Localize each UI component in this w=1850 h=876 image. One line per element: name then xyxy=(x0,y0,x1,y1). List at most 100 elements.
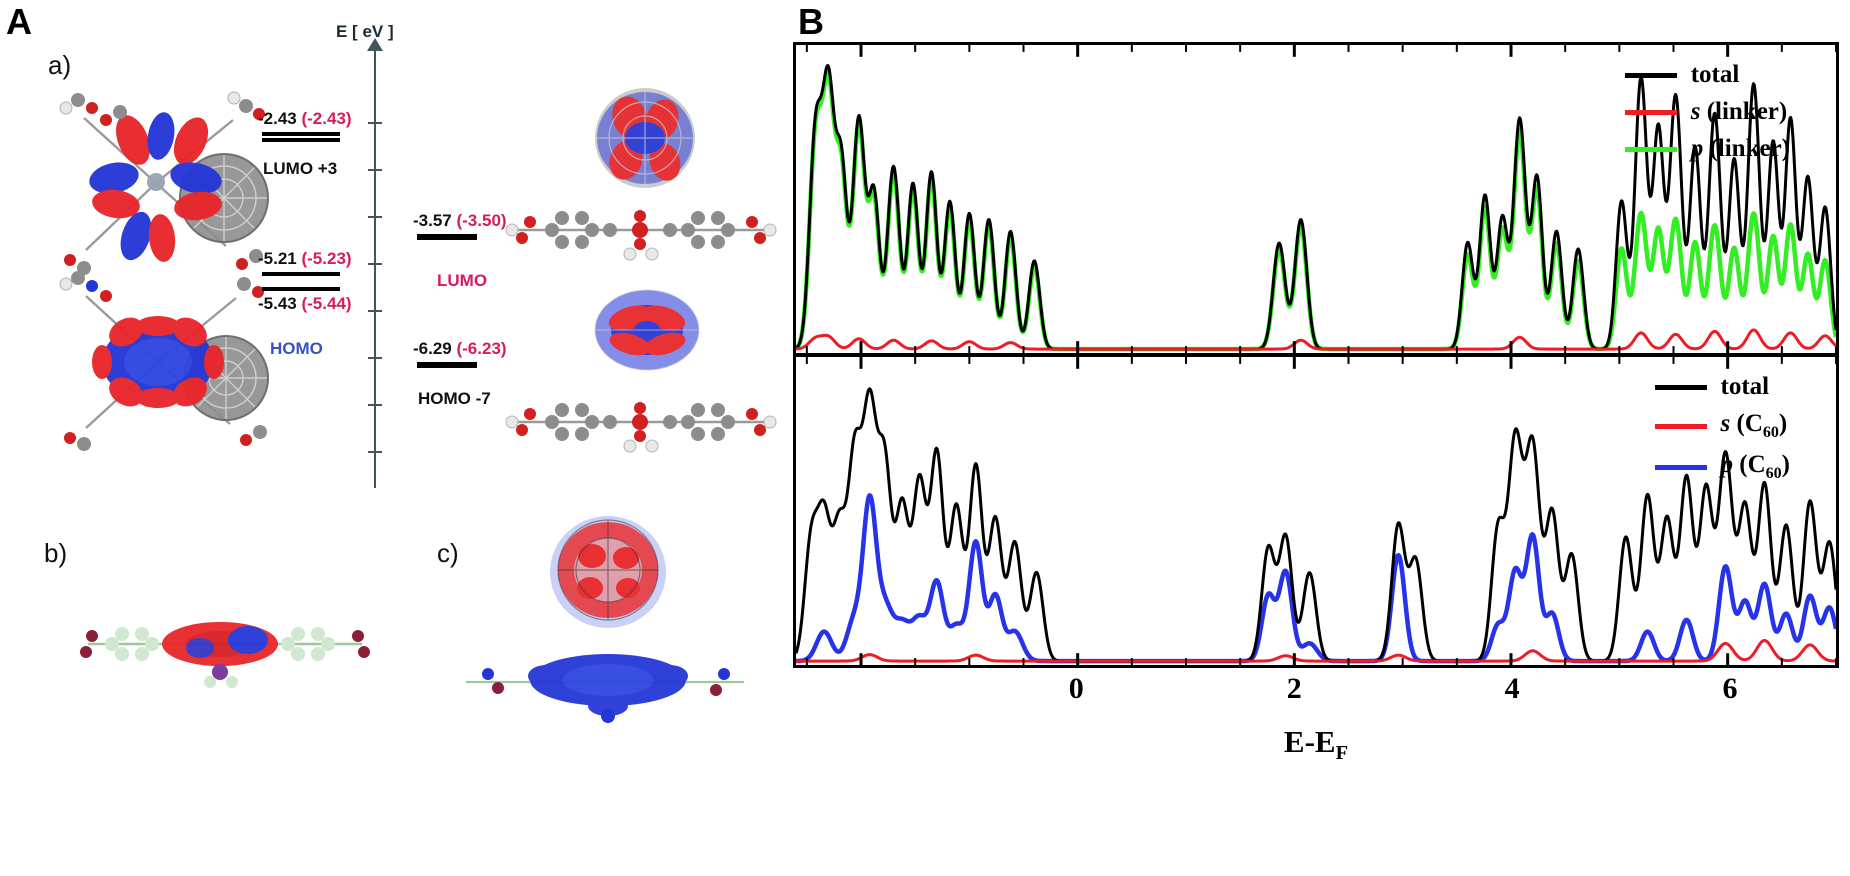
molecule-image-linker-lumo xyxy=(490,196,790,266)
energy-level-5-43: -5.43 (-5.44) xyxy=(258,287,398,314)
energy-value-main: -6.29 xyxy=(413,339,452,358)
legend-orbital-symbol-p: p xyxy=(1720,451,1734,478)
energy-level-bar xyxy=(262,137,340,142)
dos-plot-container: total s (linker) p (linker) xyxy=(793,42,1839,832)
orbital-image-subpanel-b xyxy=(60,588,390,698)
energy-axis-tick xyxy=(368,122,382,124)
energy-axis-title: E [ eV ] xyxy=(336,22,394,41)
dos-legend-c60: total s (C60) p (C60) xyxy=(1654,373,1790,492)
legend-item: p (linker) xyxy=(1624,135,1790,163)
x-tick-label-0: 0 xyxy=(1068,672,1084,705)
energy-level-3-57: -3.57 (-3.50) xyxy=(413,211,563,240)
energy-value-main: -5.43 xyxy=(258,294,297,313)
legend-orbital-symbol-s: s xyxy=(1720,410,1731,437)
dos-series-total xyxy=(796,65,1836,349)
orbital-image-homo7-cage xyxy=(572,276,722,386)
energy-level-name-lumo: LUMO xyxy=(437,271,488,290)
energy-axis-arrow-icon xyxy=(367,38,383,51)
energy-axis-line xyxy=(374,46,376,488)
legend-swatch-s-c60 xyxy=(1654,423,1707,429)
dos-series-s-c60- xyxy=(796,640,1836,661)
energy-value-main: -3.57 xyxy=(413,211,452,230)
energy-axis-tick xyxy=(368,404,382,406)
legend-label-p-linker: p (linker) xyxy=(1691,135,1790,163)
dos-plot-linker: total s (linker) p (linker) xyxy=(793,42,1839,355)
legend-label-s-linker: s (linker) xyxy=(1691,98,1788,126)
energy-axis-tick xyxy=(368,310,382,312)
energy-axis-tick xyxy=(368,263,382,265)
energy-level-value: -5.21 (-5.23) xyxy=(258,249,398,269)
subpanel-label-a: a) xyxy=(48,50,72,80)
legend-group-linker: (linker) xyxy=(1709,135,1790,162)
energy-axis-tick xyxy=(368,169,382,171)
energy-value-main: -5.21 xyxy=(258,249,297,268)
energy-value-calc: (-5.44) xyxy=(301,294,352,313)
legend-item: s (linker) xyxy=(1624,98,1790,126)
legend-subscript-60: 60 xyxy=(1762,424,1779,441)
legend-label-p-c60: p (C60) xyxy=(1720,451,1790,482)
energy-level-value: -3.57 (-3.50) xyxy=(413,211,563,231)
legend-group-linker: (linker) xyxy=(1706,98,1788,125)
legend-subscript-60: 60 xyxy=(1765,465,1782,482)
energy-value-main: -2.43 xyxy=(258,109,297,128)
energy-level-name-homo7: HOMO -7 xyxy=(418,389,491,408)
orbital-image-lumo-linker-cage xyxy=(570,76,720,206)
legend-item: total xyxy=(1624,61,1790,89)
dos-series-p-c60- xyxy=(796,495,1836,661)
dos-linker-curves xyxy=(796,45,1836,353)
energy-axis: E [ eV ] xyxy=(330,22,460,492)
legend-swatch-p-c60 xyxy=(1654,464,1707,470)
energy-level-bar xyxy=(262,287,340,291)
energy-level-value: -2.43 (-2.43) xyxy=(258,109,398,129)
molecule-image-linker-homo7 xyxy=(490,388,790,458)
dos-series-s-linker- xyxy=(796,330,1836,349)
orbital-image-homo-complex xyxy=(30,262,285,462)
x-tick-label-4: 4 xyxy=(1504,672,1520,705)
legend-orbital-symbol-p: p xyxy=(1690,135,1704,162)
energy-level-5-21: -5.21 (-5.23) xyxy=(258,249,398,276)
legend-orbital-symbol-s: s xyxy=(1690,98,1701,125)
subpanel-label-c: c) xyxy=(437,538,459,568)
orbital-image-lumo3-complex xyxy=(28,78,283,288)
x-axis-title-subscript: F xyxy=(1335,742,1349,765)
panel-label-a: A xyxy=(6,1,32,42)
energy-value-calc: (-3.50) xyxy=(456,211,507,230)
orbital-image-subpanel-c xyxy=(440,510,770,740)
legend-item: p (C60) xyxy=(1654,451,1790,483)
legend-label-s-c60: s (C60) xyxy=(1720,410,1788,441)
legend-swatch-total xyxy=(1654,384,1707,390)
legend-item: total xyxy=(1654,373,1790,401)
energy-level-name-lumo3: LUMO +3 xyxy=(263,159,338,178)
energy-level-bar xyxy=(262,271,340,276)
energy-level-bar xyxy=(417,361,477,368)
legend-item: s (C60) xyxy=(1654,410,1790,442)
dos-series-total xyxy=(796,389,1836,661)
x-tick-label-2: 2 xyxy=(1286,672,1302,705)
energy-level-bar xyxy=(262,131,340,136)
legend-swatch-total xyxy=(1624,72,1677,78)
energy-value-calc: (-5.23) xyxy=(301,249,352,268)
dos-x-axis-title: E-EF xyxy=(793,724,1839,765)
energy-level-value: -6.29 (-6.23) xyxy=(413,339,563,359)
energy-axis-tick xyxy=(368,451,382,453)
dos-legend-linker: total s (linker) p (linker) xyxy=(1624,61,1790,172)
legend-swatch-s-linker xyxy=(1624,109,1677,115)
dos-plot-c60: total s (C60) p (C60) xyxy=(793,355,1839,668)
energy-value-calc: (-2.43) xyxy=(301,109,352,128)
legend-swatch-p-linker xyxy=(1624,146,1677,152)
energy-level-name-homo: HOMO xyxy=(270,339,323,358)
x-tick-label-6: 6 xyxy=(1722,672,1738,705)
energy-level-lumo3: -2.43 (-2.43) xyxy=(258,109,398,142)
dos-x-tick-labels: 0 2 4 6 xyxy=(793,672,1839,712)
legend-label-total: total xyxy=(1720,373,1770,400)
panel-label-b: B xyxy=(798,1,824,42)
x-axis-title-main: E-E xyxy=(1283,724,1336,759)
energy-axis-tick xyxy=(368,357,382,359)
energy-level-value: -5.43 (-5.44) xyxy=(258,294,398,314)
energy-level-bar xyxy=(417,233,477,240)
energy-axis-tick xyxy=(368,216,382,218)
legend-label-total: total xyxy=(1690,61,1740,88)
energy-value-calc: (-6.23) xyxy=(456,339,507,358)
energy-level-6-29: -6.29 (-6.23) xyxy=(413,339,563,368)
